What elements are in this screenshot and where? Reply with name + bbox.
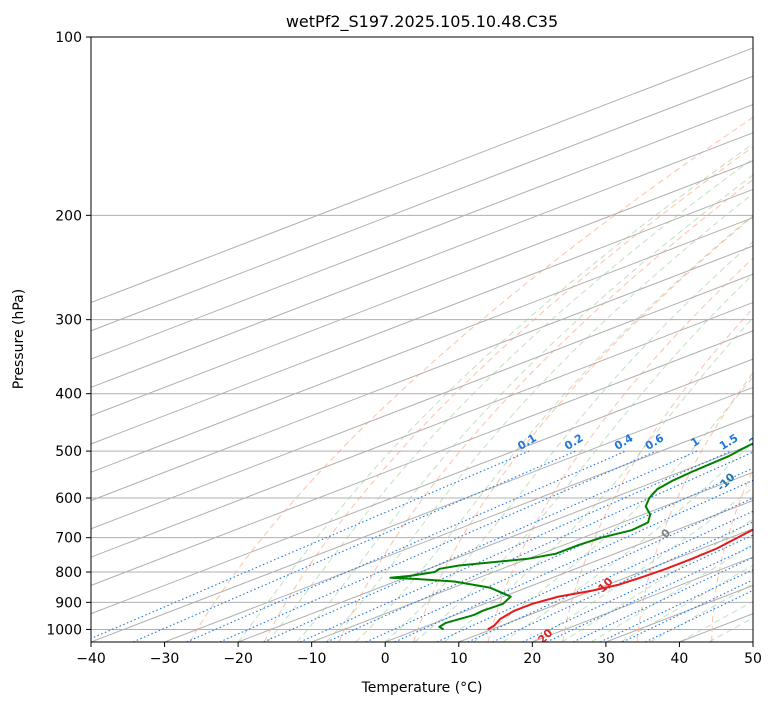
- mixing-ratio-label: 1: [688, 435, 701, 450]
- y-tick-label: 900: [55, 595, 82, 611]
- dry-adiabat-label: -10: [714, 470, 737, 493]
- moist-adiabat: [414, 273, 753, 642]
- mixing-ratio-line: [436, 497, 753, 642]
- mixing-ratio-line: [365, 467, 753, 642]
- isotherm-line: [91, 358, 753, 615]
- isotherm-line: [237, 443, 753, 642]
- isotherm-line: [91, 103, 753, 360]
- moist-adiabat: [502, 441, 753, 642]
- temperature-profile-line: [487, 528, 753, 631]
- x-tick-label: −40: [76, 651, 106, 667]
- isotherm-line: [385, 500, 753, 642]
- isotherm-line: [91, 245, 753, 502]
- mixing-ratio-label: 2: [747, 435, 760, 450]
- y-tick-label: 100: [55, 30, 82, 46]
- x-tick-label: −30: [150, 651, 180, 667]
- mixing-ratio-line: [219, 450, 657, 642]
- x-tick-label: 50: [744, 651, 762, 667]
- moist-adiabat: [649, 583, 753, 642]
- moist-adiabat: [267, 157, 753, 642]
- mixing-ratio-line: [522, 534, 753, 642]
- dry-adiabat: [487, 257, 753, 642]
- isotherm-line: [91, 330, 753, 586]
- isotherm-line: [91, 160, 753, 417]
- isotherm-line: [91, 132, 753, 388]
- mixing-ratio-line: [263, 450, 698, 642]
- moist-adiabat: [326, 193, 753, 642]
- dry-adiabat: [189, 116, 753, 642]
- isotherm-line: [91, 47, 753, 304]
- x-tick-label: 0: [381, 651, 390, 667]
- isotherm-line: [752, 641, 753, 642]
- moist-adiabat: [443, 316, 753, 642]
- mixing-ratio-line: [132, 450, 576, 642]
- moist-adiabat: [620, 564, 753, 642]
- x-tick-label: 20: [523, 651, 541, 667]
- dry-adiabat: [263, 146, 753, 642]
- y-tick-label: 200: [55, 208, 82, 224]
- isotherm-line: [458, 528, 753, 642]
- y-tick-label: 300: [55, 313, 82, 329]
- y-tick-label: 400: [55, 387, 82, 403]
- mixing-ratio-label: 0.6: [643, 431, 667, 453]
- mixing-ratio-line: [546, 545, 753, 642]
- y-tick-label: 700: [55, 531, 82, 547]
- y-tick-label: 1000: [46, 622, 82, 638]
- isotherm-line: [91, 273, 753, 530]
- isotherm-line: [91, 217, 753, 473]
- x-tick-label: −10: [297, 651, 327, 667]
- isotherm-line: [532, 556, 753, 642]
- isotherm-line: [91, 386, 753, 642]
- y-axis-label: Pressure (hPa): [11, 289, 27, 389]
- moist-adiabat: [355, 214, 753, 642]
- mixing-ratio-line: [394, 479, 753, 642]
- x-axis-label: Temperature (°C): [361, 680, 483, 696]
- dry-adiabat-label: 0: [659, 526, 674, 541]
- moist-adiabat: [561, 518, 753, 642]
- isotherm-line: [164, 415, 753, 642]
- moist-adiabat: [473, 376, 753, 642]
- plot-frame: [90, 36, 754, 643]
- dry-adiabat: [412, 215, 753, 642]
- isotherm-line: [91, 301, 753, 558]
- isotherm-line: [91, 188, 753, 445]
- isotherm-line: [605, 584, 753, 642]
- isotherm-line: [311, 471, 753, 642]
- dry-adiabat-label: 10: [596, 575, 616, 595]
- dry-adiabat: [636, 371, 753, 642]
- moist-adiabat: [296, 174, 753, 642]
- y-tick-label: 600: [55, 491, 82, 507]
- isotherm-line: [91, 75, 753, 332]
- dry-adiabat: [711, 468, 753, 642]
- dry-adiabat: [562, 307, 753, 642]
- moist-adiabat: [384, 240, 753, 642]
- moist-adiabat: [590, 543, 753, 642]
- dry-adiabat: [338, 178, 753, 642]
- mixing-ratio-line: [91, 450, 530, 640]
- x-tick-label: −20: [223, 651, 253, 667]
- moist-adiabat: [532, 487, 753, 642]
- x-tick-label: 40: [671, 651, 689, 667]
- dewpoint-profile-line: [389, 442, 753, 631]
- x-tick-label: 10: [450, 651, 468, 667]
- y-tick-label: 500: [55, 444, 82, 460]
- moist-adiabat: [237, 143, 753, 642]
- y-tick-label: 800: [55, 565, 82, 581]
- x-tick-label: 30: [597, 651, 615, 667]
- chart-title: wetPf2_S197.2025.105.10.48.C35: [286, 12, 558, 32]
- mixing-ratio-line: [326, 451, 753, 642]
- mixing-ratio-line: [467, 510, 753, 642]
- mixing-ratio-label: 0.4: [612, 431, 636, 453]
